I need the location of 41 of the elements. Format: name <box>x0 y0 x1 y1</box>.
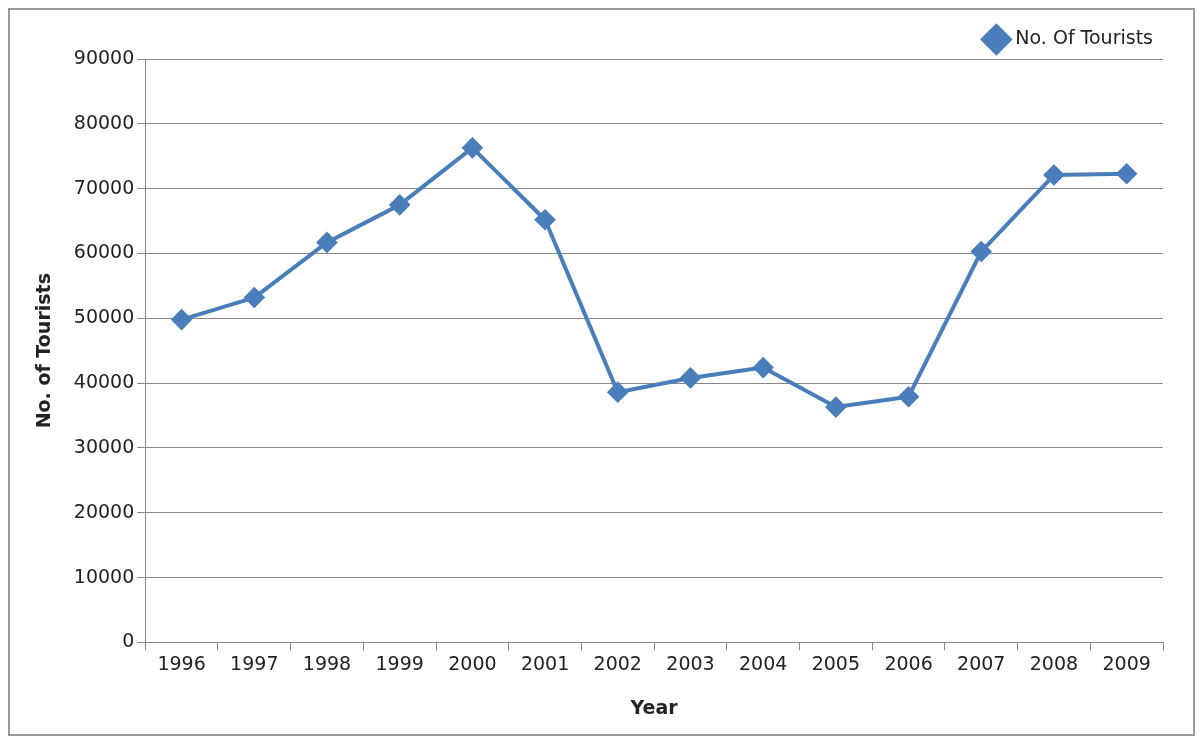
x-tick-label: 2002 <box>593 651 642 674</box>
y-tick-label: 10000 <box>73 564 135 587</box>
point <box>680 367 701 388</box>
x-axis-title: Year <box>629 695 679 718</box>
y-axis-title: No. of Tourists <box>32 273 55 429</box>
x-tick-label: 1997 <box>230 651 279 674</box>
x-tick-label: 2003 <box>666 651 715 674</box>
x-tick-label: 1998 <box>302 651 352 674</box>
point <box>825 397 846 418</box>
point <box>316 232 337 253</box>
x-tick-label: 2004 <box>738 651 788 674</box>
x-tick-label: 1999 <box>375 651 424 674</box>
x-tick-label: 2008 <box>1029 651 1079 674</box>
point <box>171 309 192 330</box>
point <box>1116 163 1137 184</box>
y-tick-label: 90000 <box>73 45 135 68</box>
x-tick-label: 2006 <box>884 651 933 674</box>
x-tick-label: 2009 <box>1102 651 1151 674</box>
x-tick-label: 1996 <box>157 651 206 674</box>
point <box>462 137 483 158</box>
point <box>753 357 774 378</box>
x-tick-label: 2007 <box>957 651 1006 674</box>
point <box>607 382 628 403</box>
y-tick-label: 40000 <box>73 370 135 393</box>
y-tick-label: 50000 <box>73 305 135 328</box>
legend-label: No. Of Tourists <box>1015 26 1154 49</box>
y-tick-label: 60000 <box>73 240 135 263</box>
point <box>898 386 919 407</box>
y-tick-label: 70000 <box>73 175 135 198</box>
point <box>535 209 556 230</box>
point <box>1043 165 1064 186</box>
y-tick-label: 80000 <box>73 110 135 133</box>
y-tick-label: 30000 <box>73 434 135 457</box>
x-tick-label: 2000 <box>448 651 497 674</box>
point <box>389 194 410 215</box>
point <box>971 241 992 262</box>
y-tick-label: 20000 <box>73 499 135 522</box>
y-tick-label: 0 <box>122 629 135 652</box>
x-tick-label: 2001 <box>520 651 570 674</box>
x-tick-label: 2005 <box>811 651 861 674</box>
point <box>244 287 265 308</box>
